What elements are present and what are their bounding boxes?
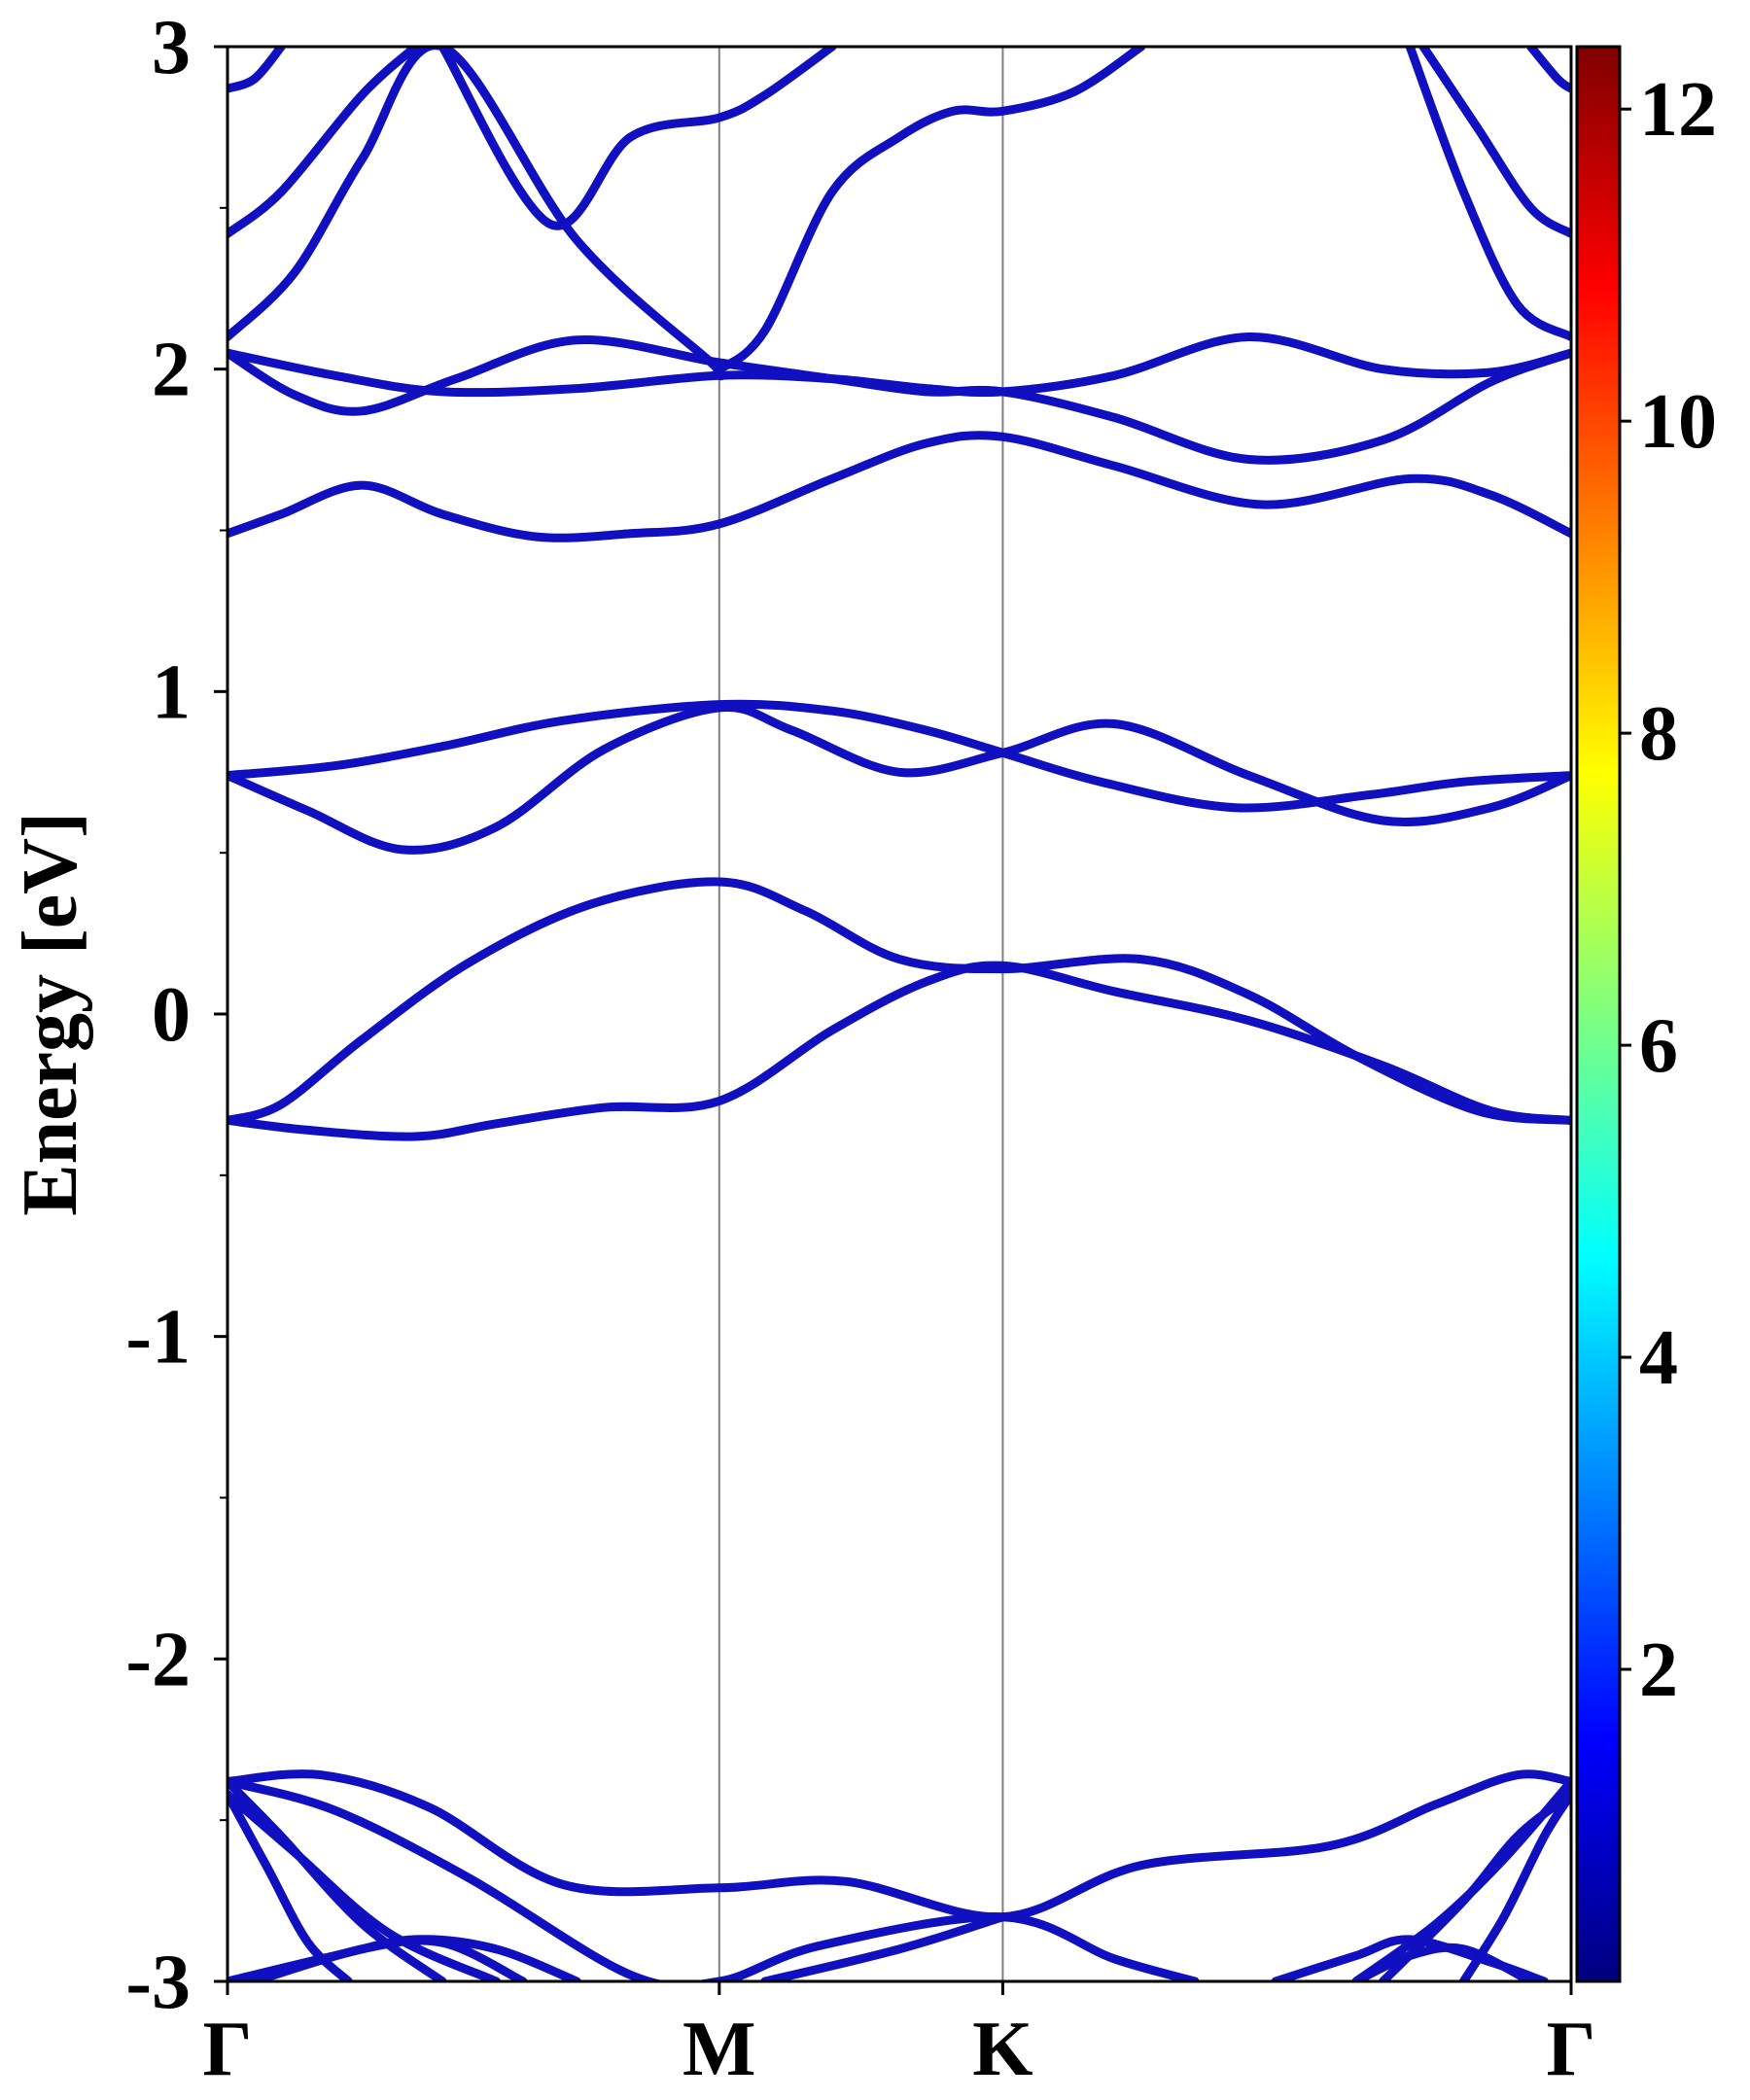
band-lines (228, 47, 1571, 1981)
band-line-3 (228, 702, 1571, 855)
colorbar (1575, 45, 1622, 1983)
band-line-16 (228, 1776, 1200, 1981)
band-line-5 (228, 431, 1571, 542)
y-axis-title: Energy [eV] (8, 812, 93, 1215)
band-line-12 (1405, 47, 1571, 341)
band-line-2 (228, 877, 1571, 1125)
band-line-9 (438, 47, 837, 230)
y-tick-label: -1 (125, 1295, 191, 1381)
colorbar-tick-label: 12 (1639, 67, 1717, 153)
band-line-13 (1418, 47, 1571, 238)
band-line-11 (228, 47, 286, 93)
x-tick-label: Γ (203, 2007, 253, 2092)
band-line-19 (228, 1776, 447, 1981)
colorbar-tick-label: 10 (1639, 379, 1717, 465)
y-tick-label: 0 (152, 972, 191, 1058)
band-line-8 (228, 47, 1146, 381)
band-line-15 (228, 1769, 1571, 1922)
colorbar-tick-label: 2 (1639, 1628, 1678, 1713)
y-tick-label: -3 (125, 1940, 191, 2025)
band-line-27 (1351, 1942, 1535, 1981)
y-tick-label: 2 (152, 328, 191, 413)
band-line-22 (250, 1936, 528, 1981)
y-tick-label: 3 (152, 5, 191, 90)
colorbar-ticks: 2 4 6 8 10 12 (1620, 67, 1717, 1713)
x-tick-label: Γ (1547, 2007, 1596, 2092)
plot-frame (226, 45, 1573, 1983)
x-tick-label: M (682, 2007, 756, 2092)
band-line-24 (1351, 1776, 1571, 1981)
band-line-20 (228, 1790, 353, 1981)
colorbar-tick-label: 6 (1639, 1003, 1678, 1089)
band-line-18 (228, 1790, 501, 1981)
colorbar-tick-label: 4 (1639, 1315, 1678, 1401)
band-line-4 (228, 699, 1571, 813)
band-line-6 (228, 335, 1571, 465)
band-line-7 (228, 332, 1571, 398)
y-tick-label: -2 (125, 1617, 191, 1702)
x-tick-label: K (972, 2007, 1032, 2092)
band-line-17 (760, 1912, 1007, 1981)
band-line-10 (228, 47, 420, 238)
y-tick-label: 1 (152, 649, 191, 735)
colorbar-tick-label: 8 (1639, 691, 1678, 777)
y-axis: 3 2 1 0 -1 -2 -3 (125, 5, 228, 2025)
band-line-14 (1526, 47, 1571, 93)
